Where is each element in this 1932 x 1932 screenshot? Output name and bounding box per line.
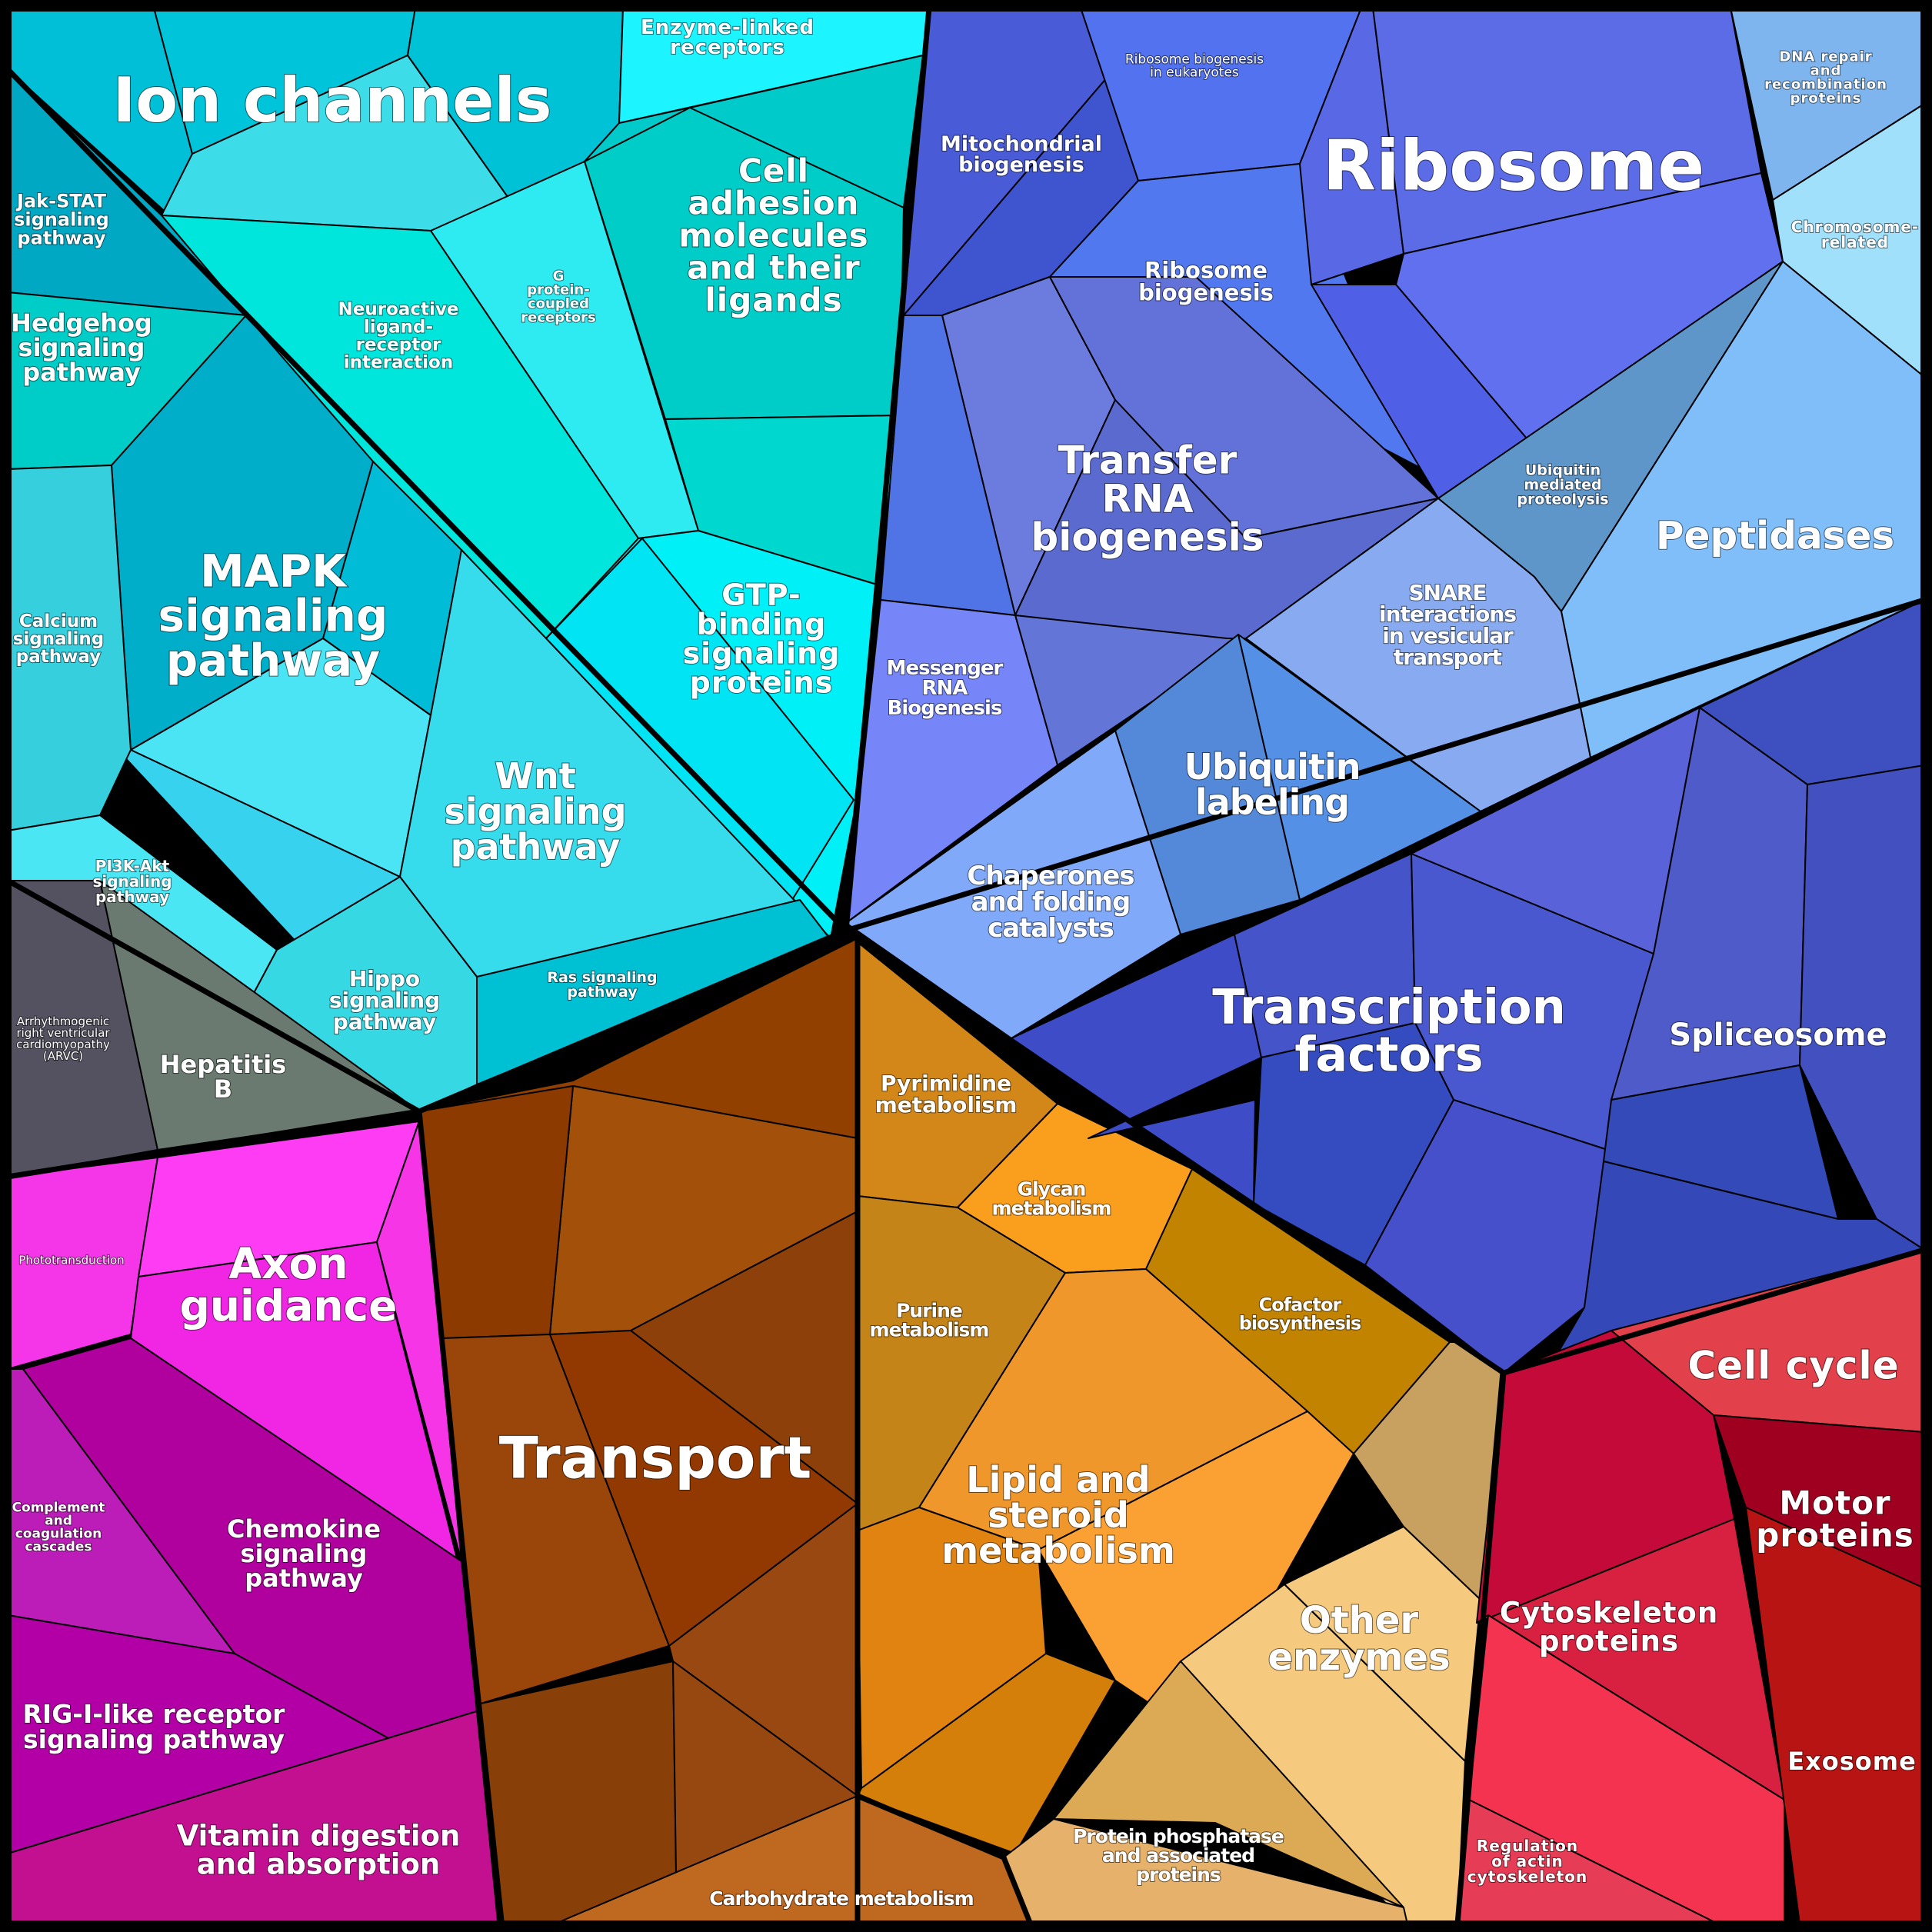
cell-calcium[interactable] <box>7 465 132 831</box>
cell-transport-d[interactable] <box>418 1085 574 1339</box>
cells-layer <box>7 7 1925 1925</box>
